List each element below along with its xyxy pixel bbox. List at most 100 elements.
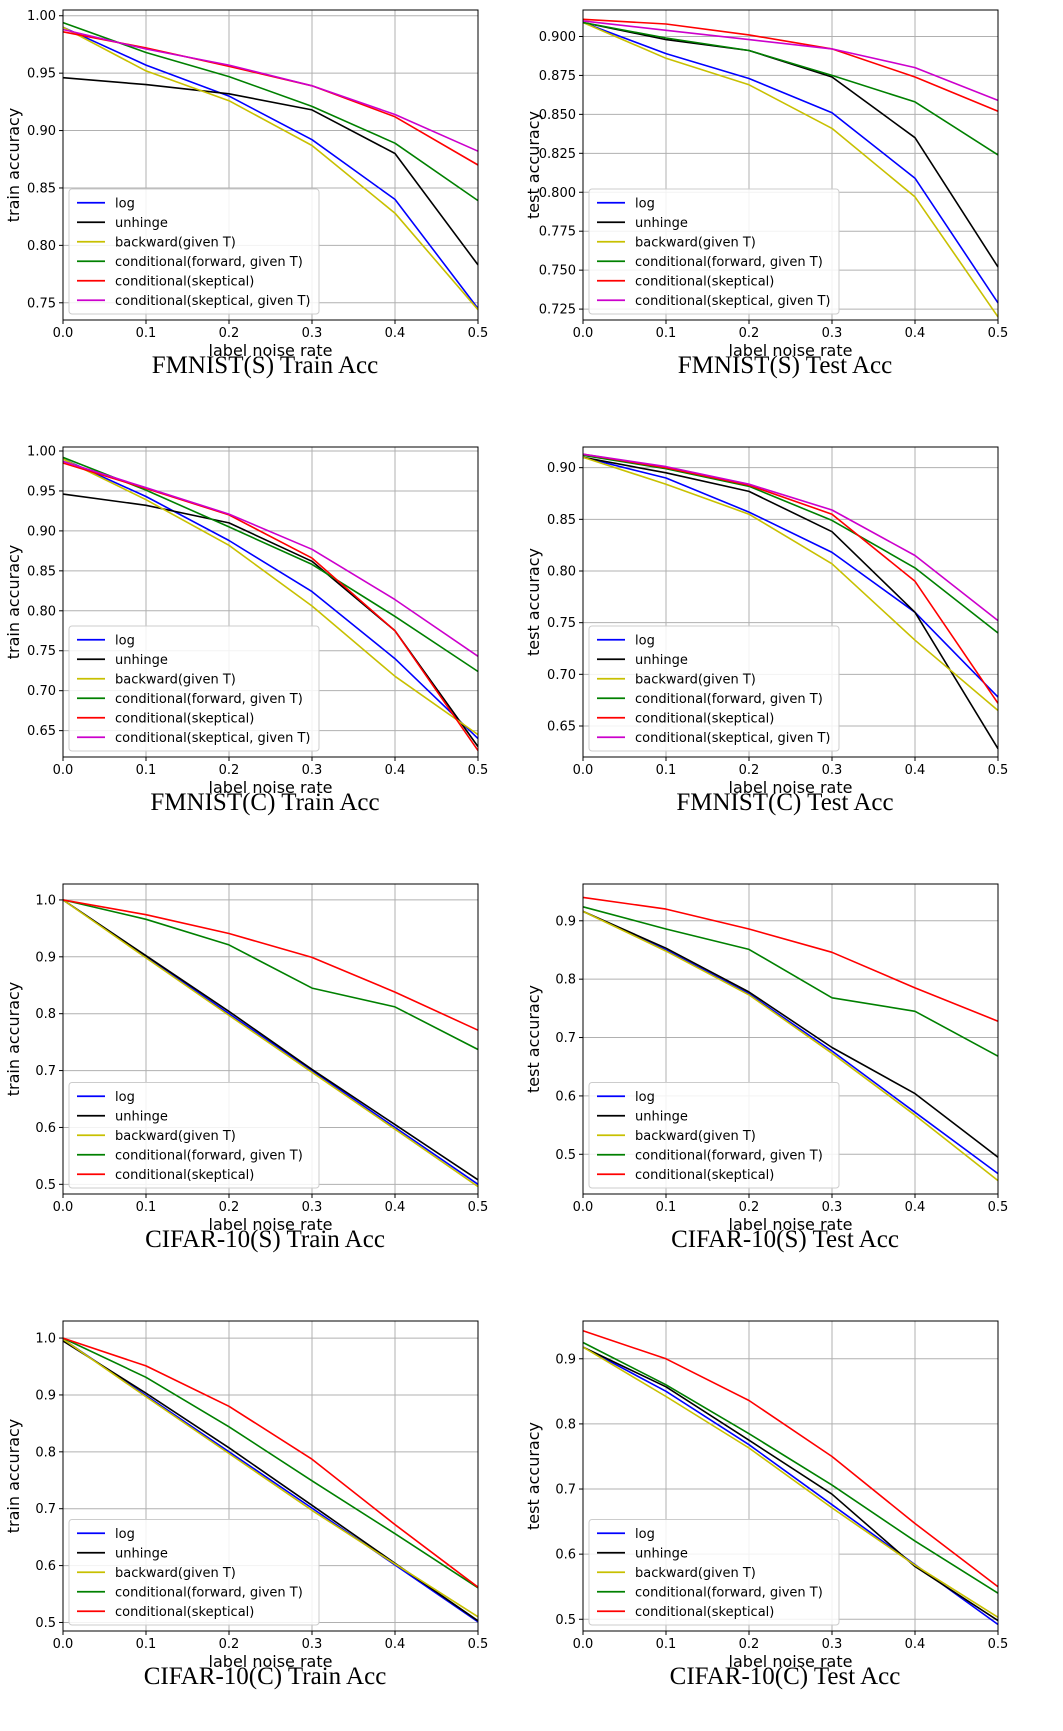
- legend-label: conditional(skeptical): [115, 274, 254, 289]
- figure-caption: FMNIST(C) Train Acc: [150, 789, 380, 816]
- x-tick-label: 0.3: [302, 763, 323, 778]
- series-line-unhinge: [62, 76, 479, 266]
- figure-caption: FMNIST(C) Test Acc: [676, 789, 894, 816]
- legend-label: log: [635, 1090, 655, 1105]
- y-tick-label: 1.0: [35, 893, 56, 908]
- legend-label: conditional(forward, given T): [635, 1148, 823, 1163]
- x-axis-label: label noise rate: [209, 1652, 333, 1671]
- plot-frame: [62, 9, 479, 321]
- legend-label: backward(given T): [115, 1566, 236, 1581]
- legend-label: log: [115, 1090, 135, 1105]
- figure-caption: CIFAR-10(C) Test Acc: [669, 1663, 901, 1690]
- y-tick-label: 0.875: [539, 69, 576, 84]
- legend: log unhinge backward(given T) conditional(f…: [68, 625, 320, 752]
- chart-panel: 0.0 0.1 0.2 0.3 0.4 0.5 0.5 0.6 0.7 0.8 0.9 label n…: [520, 874, 1040, 1294]
- legend-label: conditional(skeptical, given T): [635, 294, 830, 309]
- x-axis-label: label noise rate: [209, 778, 333, 797]
- figure-caption: CIFAR-10(C) Train Acc: [143, 1663, 387, 1690]
- line-chart: 0.0 0.1 0.2 0.3 0.4 0.5 0.725 0.750 0.775 0.800 0.…: [524, 9, 1008, 360]
- x-tick-label: 0.4: [385, 1200, 406, 1215]
- x-tick-label: 0.3: [822, 763, 843, 778]
- y-tick-label: 0.8: [555, 1417, 576, 1432]
- chart-panel: 0.0 0.1 0.2 0.3 0.4 0.5 0.5 0.6 0.7 0.8 0.9 label n…: [520, 1311, 1040, 1731]
- series-line-forward: [582, 454, 999, 634]
- legend-label: conditional(forward, given T): [635, 255, 823, 270]
- series-line-backward: [62, 26, 479, 311]
- y-tick-label: 0.7: [555, 1031, 576, 1046]
- y-tick-label: 0.75: [547, 616, 576, 631]
- y-tick-label: 0.95: [27, 484, 56, 499]
- y-tick-label: 0.80: [27, 239, 56, 254]
- legend-label: unhinge: [635, 1546, 688, 1561]
- y-tick-label: 0.6: [35, 1121, 56, 1136]
- legend-label: log: [115, 196, 135, 211]
- x-tick-label: 0.3: [302, 326, 323, 341]
- legend-label: conditional(skeptical): [635, 711, 774, 726]
- legend-label: conditional(forward, given T): [115, 692, 303, 707]
- y-tick-label: 0.850: [539, 108, 576, 123]
- legend-label: unhinge: [115, 653, 168, 668]
- plot-frame: [62, 1320, 479, 1632]
- y-tick-label: 0.6: [555, 1089, 576, 1104]
- legend-label: conditional(skeptical): [115, 1605, 254, 1620]
- series-line-skeptical: [62, 31, 479, 166]
- series-line-log: [582, 456, 999, 698]
- legend-label: log: [115, 633, 135, 648]
- series-line-skeptical: [62, 1337, 479, 1588]
- series-line-log: [582, 910, 999, 1175]
- chart-panel: 0.0 0.1 0.2 0.3 0.4 0.5 0.5 0.6 0.7 0.8 0.9 1.0 labe…: [0, 874, 520, 1294]
- series-line-backward: [582, 910, 999, 1182]
- series-line-forward: [62, 21, 479, 202]
- legend: log unhinge backward(given T) conditional(f…: [68, 1519, 320, 1626]
- x-tick-label: 0.5: [468, 1200, 489, 1215]
- legend-label: conditional(skeptical): [635, 274, 774, 289]
- y-tick-label: 0.85: [27, 181, 56, 196]
- x-axis-label: label noise rate: [209, 1215, 333, 1234]
- series-line-skeptical: [582, 896, 999, 1022]
- series-line-unhinge: [582, 1346, 999, 1622]
- series-line-log: [62, 1338, 479, 1623]
- y-tick-label: 0.9: [35, 950, 56, 965]
- y-tick-label: 0.65: [27, 724, 56, 739]
- legend-label: conditional(skeptical): [115, 1168, 254, 1183]
- x-tick-label: 0.0: [53, 763, 74, 778]
- series-line-forward: [582, 906, 999, 1057]
- series-line-backward: [582, 21, 999, 318]
- legend-label: conditional(skeptical): [635, 1605, 774, 1620]
- series-line-skeptical: [582, 453, 999, 704]
- legend: log unhinge backward(given T) conditional(f…: [68, 188, 320, 315]
- y-axis-label: train accuracy: [4, 545, 23, 660]
- x-tick-label: 0.4: [905, 326, 926, 341]
- x-axis-label: label noise rate: [729, 778, 853, 797]
- series-line-forward: [582, 1341, 999, 1594]
- y-axis-label: train accuracy: [4, 108, 23, 223]
- legend-label: conditional(skeptical): [115, 711, 254, 726]
- legend-label: backward(given T): [115, 672, 236, 687]
- legend-label: backward(given T): [115, 1129, 236, 1144]
- series-line-backward: [62, 1338, 479, 1618]
- x-tick-label: 0.5: [988, 763, 1009, 778]
- series-line-skeptical_given: [62, 28, 479, 152]
- x-tick-label: 0.0: [573, 1637, 594, 1652]
- legend-label: conditional(forward, given T): [115, 1585, 303, 1600]
- legend-label: unhinge: [115, 1109, 168, 1124]
- legend-label: backward(given T): [635, 1566, 756, 1581]
- x-tick-label: 0.2: [219, 326, 240, 341]
- series-line-backward: [582, 456, 999, 712]
- series-line-forward: [582, 21, 999, 156]
- legend: log unhinge backward(given T) conditional(f…: [588, 188, 840, 315]
- legend-label: conditional(forward, given T): [635, 692, 823, 707]
- x-tick-label: 0.0: [53, 326, 74, 341]
- y-tick-label: 0.85: [547, 513, 576, 528]
- x-tick-label: 0.3: [302, 1637, 323, 1652]
- legend: log unhinge backward(given T) conditional(f…: [588, 1519, 840, 1626]
- x-tick-label: 0.4: [385, 1637, 406, 1652]
- y-tick-label: 1.0: [35, 1332, 56, 1347]
- x-tick-label: 0.4: [905, 1637, 926, 1652]
- y-tick-label: 0.75: [27, 296, 56, 311]
- legend-label: conditional(forward, given T): [635, 1585, 823, 1600]
- y-tick-label: 0.5: [35, 1178, 56, 1193]
- x-tick-label: 0.4: [385, 763, 406, 778]
- legend-label: backward(given T): [635, 235, 756, 250]
- legend-label: unhinge: [635, 216, 688, 231]
